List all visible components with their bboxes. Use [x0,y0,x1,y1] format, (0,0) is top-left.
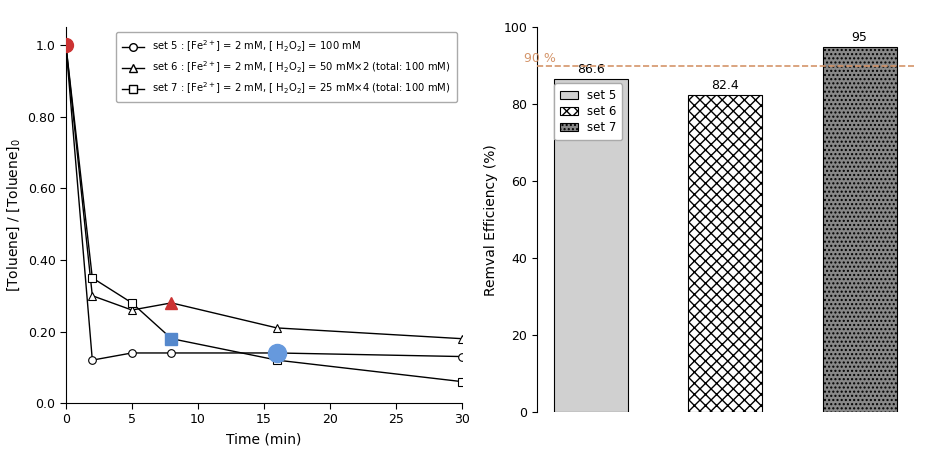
Text: 95: 95 [852,31,868,44]
Y-axis label: [Toluene] / [Toluene]$_0$: [Toluene] / [Toluene]$_0$ [5,138,22,292]
Text: 86.6: 86.6 [577,63,605,76]
Y-axis label: Remval Efficiency (%): Remval Efficiency (%) [484,144,497,296]
Text: 82.4: 82.4 [711,79,739,92]
Bar [689,95,762,412]
X-axis label: Time (min): Time (min) [226,432,301,446]
Legend: set 5, set 6, set 7: set 5, set 6, set 7 [554,83,623,140]
Legend: set 5 : [Fe$^{2+}$] = 2 mM, [ H$_2$O$_2$] = 100 mM, set 6 : [Fe$^{2+}$] = 2 mM, : set 5 : [Fe$^{2+}$] = 2 mM, [ H$_2$O$_2$… [116,33,457,102]
Bar [554,79,628,412]
Text: 90 %: 90 % [524,52,556,65]
Bar [822,47,897,412]
